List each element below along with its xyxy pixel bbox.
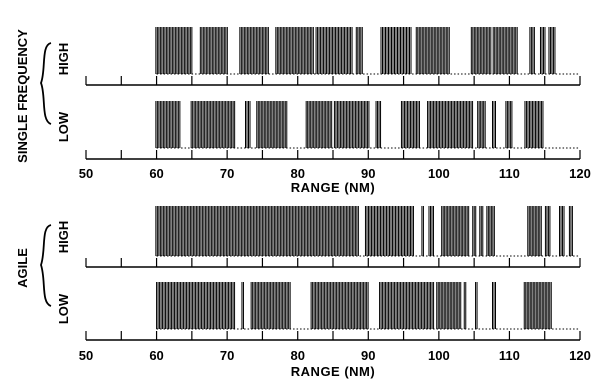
detection-segment [333,101,370,148]
detection-segment [244,101,251,148]
x-tick-label: 80 [290,348,304,363]
detection-segment [441,206,470,256]
detection-segment [548,27,556,74]
detection-segment [355,27,363,74]
detection-segment [190,101,236,148]
detection-segment [380,27,412,74]
track-label-agile-low: LOW [56,293,71,324]
brace-single-frequency [40,42,52,125]
detection-segment [364,206,414,256]
track-1-0 [85,206,581,268]
detection-segment [472,206,477,256]
track-label-agile-high: HIGH [56,221,71,254]
x-axis-title-bottom: RANGE (NM) [291,364,375,379]
track-0-0 [85,27,581,86]
x-axis-title-top: RANGE (NM) [291,180,375,195]
detection-segment [415,27,450,74]
detection-segment [421,206,424,256]
detection-segment [505,101,513,148]
track-label-sf-low: LOW [56,111,71,142]
x-tick-label: 90 [361,348,375,363]
brace-agile [40,224,52,307]
detection-segment [155,206,359,256]
detection-segment [241,282,244,329]
group-single-frequency: SINGLE FREQUENCY [15,29,52,163]
x-tick-label: 50 [79,166,93,181]
detection-segment [256,101,288,148]
group-label-agile: AGILE [15,248,30,288]
detection-segment [523,282,552,329]
x-tick-label: 110 [499,166,520,181]
detection-segment [568,206,573,256]
detection-segment [275,27,314,74]
detection-segment [310,282,369,329]
detection-segment [477,101,486,148]
detection-segment [463,282,467,329]
detection-segment [475,282,478,329]
detection-segment [156,282,236,329]
detection-segment [427,101,474,148]
detection-segment [428,206,434,256]
detection-segment [479,206,484,256]
x-tick-label: 60 [149,348,163,363]
detection-segment [315,27,353,74]
detection-segment [250,282,291,329]
detection-segment [375,101,382,148]
detection-segment [155,101,181,148]
detection-segment [436,282,462,329]
track-1-1: 50 60 70 80 90 100 110 120 [79,282,591,363]
x-tick-label: 60 [149,166,163,181]
detection-segment [239,27,269,74]
detection-segment [492,27,518,74]
detection-segment [400,101,420,148]
x-tick-label: 70 [220,166,234,181]
group-agile: AGILE [15,224,52,307]
detection-segment [305,101,333,148]
detection-segment [155,27,193,74]
x-tick-label: 120 [569,166,591,181]
detection-segment [539,27,546,74]
x-tick-label: 50 [79,348,93,363]
x-tick-label: 110 [499,348,520,363]
detection-segment [559,206,565,256]
track-0-1: 50 60 70 80 90 100 110 120 [79,101,591,181]
x-tick-label: 80 [290,166,304,181]
x-tick-label: 90 [361,166,375,181]
track-label-sf-high: HIGH [56,43,71,76]
detection-segment [486,206,495,256]
x-tick-label: 100 [428,348,450,363]
detection-segment [379,282,435,329]
detection-segment [491,101,496,148]
x-tick-label: 100 [428,166,450,181]
detection-segment [524,101,544,148]
x-tick-label: 70 [220,348,234,363]
panels-layer: 50 60 70 80 90 100 110 120 50 60 70 80 90 100 110 120 [79,27,591,363]
x-tick-label: 120 [569,348,591,363]
detection-segment [470,27,492,74]
detection-segment [529,27,535,74]
detection-segment [491,282,496,329]
detection-segment [527,206,542,256]
detection-segment [544,206,551,256]
detection-segment [199,27,228,74]
group-label-single-frequency: SINGLE FREQUENCY [15,29,30,163]
